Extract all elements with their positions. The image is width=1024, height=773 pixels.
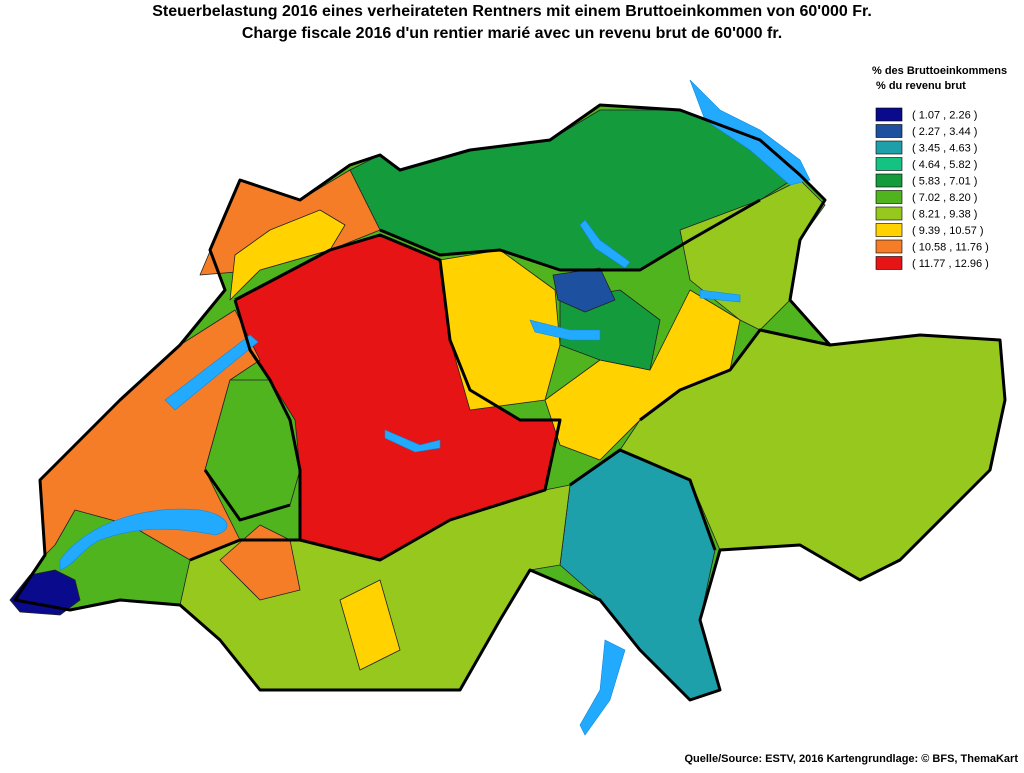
- legend-label: ( 8.21 , 9.38 ): [912, 209, 977, 221]
- lake-zurich: [579, 219, 631, 269]
- legend-swatch: [875, 157, 903, 171]
- legend-swatch: [875, 107, 903, 122]
- legend-label: ( 1.07 , 2.26 ): [912, 110, 977, 122]
- lake-maggiore: [579, 639, 626, 736]
- lake-lucerne: [529, 319, 601, 341]
- lake-thun: [384, 429, 441, 453]
- border-ticino: [569, 448, 717, 551]
- region-jura-south: [229, 209, 346, 301]
- country-border: [13, 103, 1007, 702]
- map-regions: [9, 104, 1006, 701]
- legend-label: ( 11.77 , 12.96 ): [912, 258, 989, 270]
- border-bern: [233, 233, 562, 562]
- region-valais-orange: [219, 524, 301, 601]
- legend-label: ( 3.45 , 4.63 ): [912, 143, 977, 155]
- legend-swatch: [875, 223, 903, 237]
- legend-swatch: [875, 206, 903, 221]
- legend-label: ( 2.27 , 3.44 ): [912, 126, 977, 138]
- region-valais-yellow: [339, 579, 401, 671]
- border-graubuenden: [639, 328, 831, 422]
- legend-swatch: [875, 190, 903, 204]
- border-valais: [189, 538, 300, 562]
- border-fribourg: [203, 469, 291, 522]
- lake-neuchatel: [164, 334, 259, 411]
- legend-label: ( 7.02 , 8.20 ): [912, 192, 977, 204]
- legend-title-de: % des Bruttoeinkommens: [872, 65, 1007, 77]
- source: Quelle/Source: ESTV, 2016 Kartengrundlag…: [684, 753, 1018, 765]
- legend-swatch: [875, 256, 903, 270]
- legend-label: ( 4.64 , 5.82 ): [912, 159, 977, 171]
- canton-borders: [13, 103, 1007, 702]
- border-north: [379, 198, 761, 272]
- lake-geneva: [59, 508, 228, 571]
- legend-label: ( 5.83 , 7.01 ): [912, 176, 977, 188]
- legend: % des Bruttoeinkommens % du revenu brut …: [872, 65, 1007, 270]
- legend-swatch: [875, 239, 903, 254]
- legend-swatch: [875, 124, 903, 138]
- legend-label: ( 10.58 , 11.76 ): [912, 242, 989, 254]
- legend-swatch: [875, 173, 903, 188]
- lake-walensee: [699, 289, 741, 303]
- title-fr: Charge fiscale 2016 d'un rentier marié a…: [242, 25, 782, 42]
- legend-items: ( 1.07 , 2.26 ) ( 2.27 , 3.44 ) ( 3.45 , 4…: [875, 107, 989, 270]
- title-de: Steuerbelastung 2016 eines verheirateten…: [152, 3, 872, 20]
- legend-label: ( 9.39 , 10.57 ): [912, 225, 984, 237]
- legend-swatch: [875, 140, 903, 155]
- legend-title-fr: % du revenu brut: [876, 80, 966, 92]
